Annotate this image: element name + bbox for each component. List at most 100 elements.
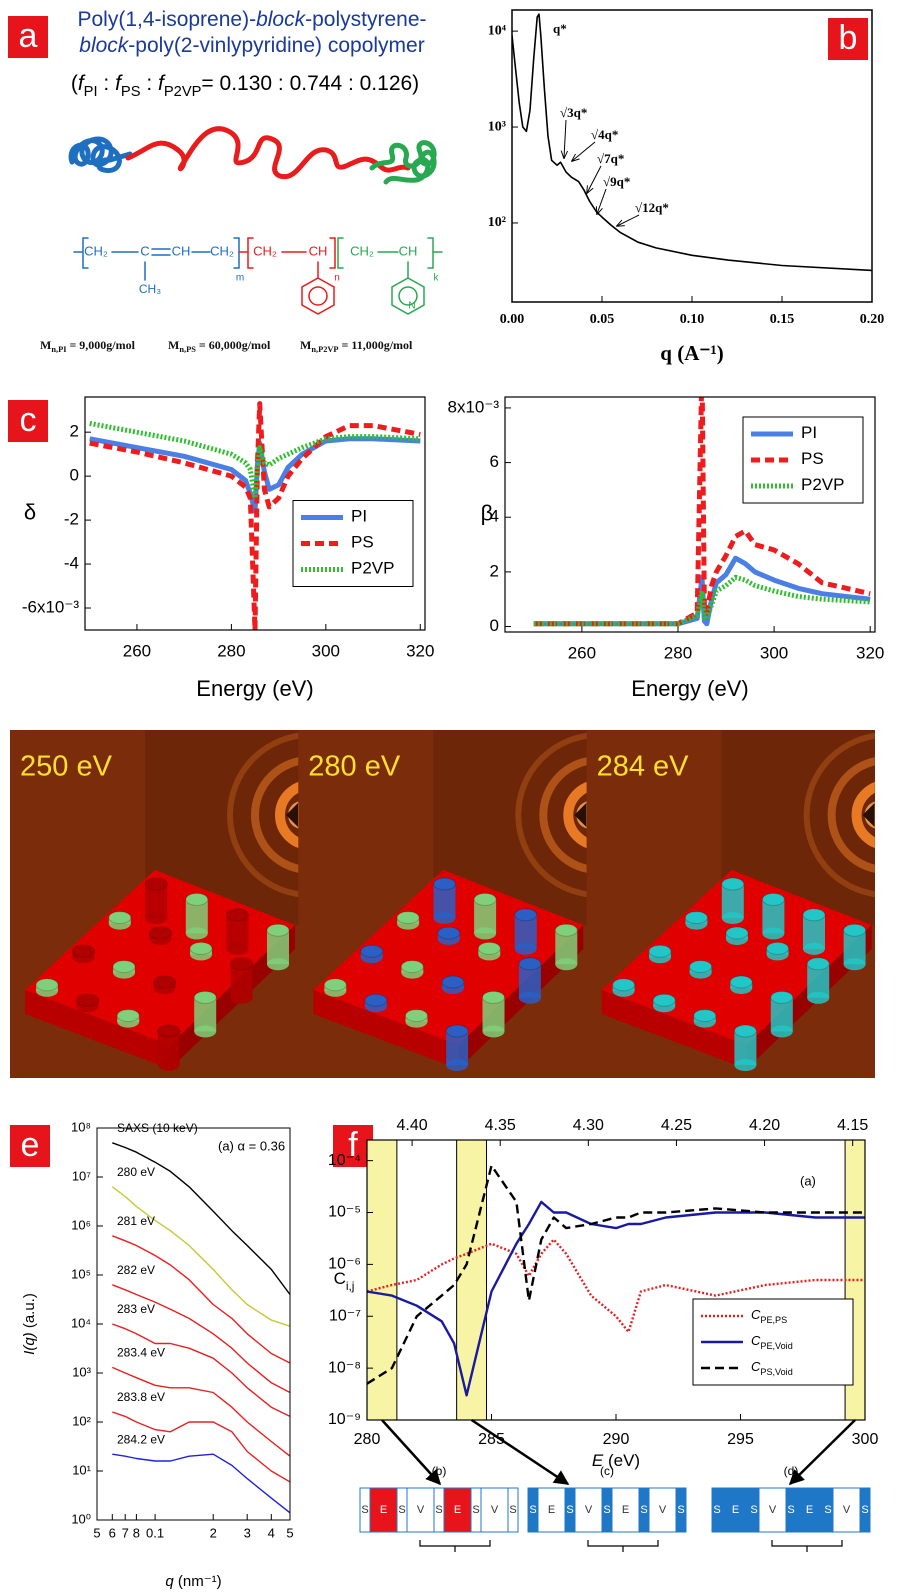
y-tick-label: -2 (64, 510, 79, 529)
panel-d: 250 eV 280 eV 284 eV (10, 730, 875, 1078)
cylinder-top (473, 892, 497, 906)
layer-letter: V (843, 1504, 851, 1516)
cylinder-body (843, 930, 866, 965)
slab-side (25, 990, 170, 1069)
cylinder-bottom (194, 1025, 217, 1038)
y-tick-label: 4 (490, 507, 499, 526)
cylinder-top (116, 1009, 140, 1023)
y-axis-label: β (481, 500, 494, 525)
cylinder-top (612, 978, 636, 992)
panel-a-drawing (68, 126, 443, 315)
schematic-label: (c) (600, 1464, 614, 1478)
cylinder-top (733, 1024, 757, 1038)
cylinder-top (725, 926, 749, 940)
molar-mass-part: M (168, 338, 179, 352)
x-tick-label: 0.20 (860, 312, 885, 327)
x-tick-label: 7 (122, 1525, 129, 1540)
schematic-label: (b) (432, 1464, 447, 1478)
y-tick-label: 10⁻⁶ (328, 1256, 361, 1273)
cylinder-bottom (226, 942, 249, 955)
x-tick-label: 260 (568, 643, 596, 662)
molar-mass-part: n,PI (51, 345, 66, 354)
legend-name: PS (351, 533, 374, 552)
x-tick-label: 5 (286, 1525, 293, 1540)
annotation-arrow (564, 119, 566, 158)
pi-coil (68, 136, 133, 174)
legend-sub: PE,PS (760, 1315, 787, 1325)
legend-label: CPE,PS (751, 1307, 787, 1325)
layer-cell (480, 1487, 509, 1533)
title-line-part: block (79, 34, 130, 57)
cylinder-top (482, 990, 505, 1004)
y-tick-label: 8x10⁻³ (448, 397, 500, 416)
annotation: √9q* (603, 174, 630, 189)
cylinder-top (225, 908, 249, 922)
x-tick-label: 290 (603, 1431, 630, 1448)
cylinder-bottom (474, 927, 497, 940)
x-tick-label: 280 (664, 643, 692, 662)
y-axis-label: δ (24, 499, 36, 524)
x-tick-label: 300 (312, 641, 340, 660)
slab-side (313, 990, 459, 1069)
ps-coil (125, 126, 411, 180)
cylinder-top (185, 892, 209, 906)
layer-letter: E (454, 1504, 461, 1516)
cylinder-top (230, 957, 254, 971)
cylinder-top (433, 877, 456, 891)
composition-part: ( (71, 72, 78, 95)
annotation: √3q* (560, 105, 587, 120)
cylinder-body (514, 914, 537, 949)
cylinder-body (762, 899, 785, 934)
y-tick-label: 10⁸ (71, 1119, 91, 1134)
cylinder-body (721, 884, 744, 918)
annotation-arrow (587, 165, 602, 193)
title-line-part: block (256, 8, 307, 31)
panel-label: f (348, 1126, 358, 1164)
title-line: block-poly(2-vinlypyridine) copolymer (79, 34, 424, 57)
x-tick-label: 8 (133, 1525, 140, 1540)
energy-label: 280 eV (308, 751, 401, 783)
cylinder-top (360, 944, 384, 958)
layer-letter: S (750, 1504, 757, 1516)
plot-frame (504, 396, 876, 633)
series-line (367, 1238, 865, 1334)
panel-label: e (21, 1126, 40, 1164)
layer-letter: S (603, 1504, 610, 1516)
p2vp-coil (369, 140, 437, 185)
y-tick-label: 10⁴ (488, 23, 507, 38)
layer-cell (675, 1487, 687, 1533)
cylinder-top (108, 911, 132, 925)
composition-part: : (98, 72, 116, 95)
cylinder-top (843, 923, 867, 937)
y-tick-label: 10² (72, 1413, 91, 1428)
legend-name: PS (801, 449, 824, 468)
annotation-arrow (572, 141, 596, 161)
x-axis-label: q (A⁻¹) (660, 341, 723, 365)
y-tick-label: 10³ (72, 1364, 91, 1379)
render-tile: 250 eV (20, 730, 299, 1071)
repeat-brace (771, 1540, 843, 1552)
panel-label-box (10, 1125, 50, 1167)
layer-letter: S (566, 1504, 573, 1516)
cylinder-top (689, 960, 713, 974)
series-line (89, 401, 421, 630)
x-tick-label: 2 (210, 1525, 217, 1540)
highlight-band (366, 1139, 398, 1421)
repeat-brace (419, 1540, 491, 1552)
layer-letter: S (787, 1504, 794, 1516)
cylinder-bottom (555, 958, 578, 971)
annotation: (a) (800, 1173, 816, 1188)
layer-letter: V (659, 1504, 667, 1516)
cylinder-top (157, 1024, 181, 1038)
slab-side (601, 990, 747, 1069)
cylinder-bottom (157, 1059, 180, 1071)
composition: (fPI : fPS : fP2VP= 0.130 : 0.744 : 0.12… (71, 72, 419, 100)
scattering-ring (851, 782, 875, 848)
y-tick-label: 0 (490, 616, 499, 635)
structure-label: m (236, 273, 244, 284)
y-tick-label: -6x10⁻³ (22, 598, 79, 617)
x2-tick-label: 4.30 (573, 1117, 604, 1134)
energy-label: 284 eV (597, 751, 690, 783)
cylinder-top (35, 978, 59, 992)
